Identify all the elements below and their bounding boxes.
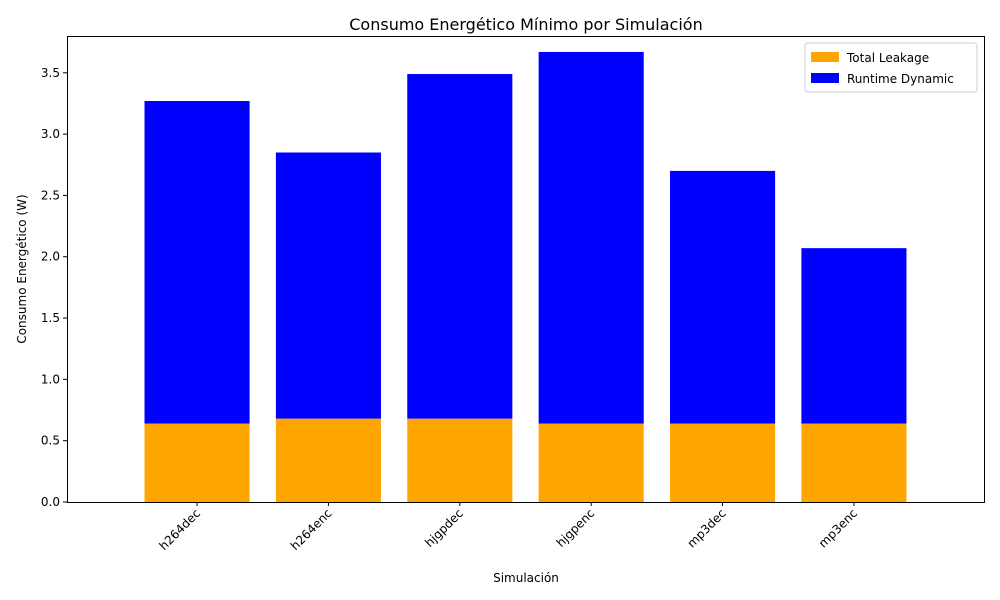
y-tick-label: 0.0 — [41, 495, 60, 509]
legend: Total Leakage Runtime Dynamic — [804, 42, 978, 93]
x-tick-label: hjgpenc — [554, 506, 598, 550]
legend-swatch — [811, 52, 839, 62]
legend-label: Total Leakage — [846, 51, 929, 65]
bar-mp3enc-total-leakage — [801, 423, 907, 502]
bars-group — [144, 51, 907, 502]
bar-hjgpdec-total-leakage — [407, 418, 513, 502]
legend-frame — [804, 42, 978, 93]
plot-frame — [67, 36, 985, 503]
y-tick-label: 3.0 — [41, 127, 60, 141]
x-axis-label: Simulación — [493, 571, 559, 585]
x-tick-label: h264enc — [288, 506, 335, 553]
bar-hjgpdec-runtime-dynamic — [407, 74, 513, 419]
bar-mp3enc-runtime-dynamic — [801, 248, 907, 424]
y-tick-label: 2.0 — [41, 250, 60, 264]
x-tick-label: mp3enc — [816, 506, 860, 550]
y-tick-label: 0.5 — [41, 434, 60, 448]
y-axis-ticks: 0.0 0.5 1.0 1.5 2.0 2.5 3.0 3.5 — [41, 66, 67, 509]
x-axis-ticks: h264dec h264enc hjgpdec hjgpenc mp3dec mp3enc — [156, 502, 860, 553]
legend-label: Runtime Dynamic — [847, 72, 954, 86]
x-tick-label: mp3dec — [684, 506, 728, 550]
bar-h264enc-runtime-dynamic — [275, 152, 381, 419]
y-tick-label: 1.5 — [41, 311, 60, 325]
chart-title: Consumo Energético Mínimo por Simulación — [349, 15, 702, 34]
bar-hjgpenc-total-leakage — [538, 423, 644, 502]
y-tick-label: 2.5 — [41, 188, 60, 202]
bar-h264dec-total-leakage — [144, 423, 250, 502]
y-tick-label: 3.5 — [41, 66, 60, 80]
y-tick-label: 1.0 — [41, 372, 60, 386]
y-axis-label: Consumo Energético (W) — [15, 194, 29, 343]
bar-h264enc-total-leakage — [275, 418, 381, 502]
legend-swatch — [811, 73, 839, 83]
x-tick-label: hjgpdec — [422, 506, 466, 550]
bar-hjgpenc-runtime-dynamic — [538, 51, 644, 424]
x-tick-label: h264dec — [156, 506, 203, 553]
bar-mp3dec-runtime-dynamic — [670, 170, 776, 424]
bar-h264dec-runtime-dynamic — [144, 100, 250, 424]
bar-mp3dec-total-leakage — [670, 423, 776, 502]
